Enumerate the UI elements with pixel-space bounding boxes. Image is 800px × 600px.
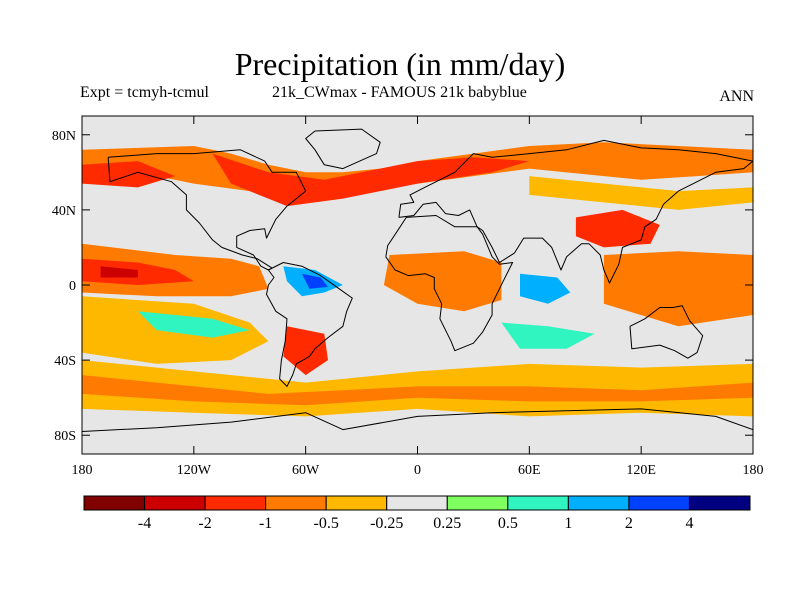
- colorbar-swatch: [325, 495, 388, 511]
- colorbar-label: -0.5: [314, 515, 339, 532]
- field-region-south-pacific-green: [137, 311, 250, 338]
- map-axes: 80N 40N 0 40S 80S 180 120W 60W 0 60E 120E 180: [52, 116, 764, 478]
- chart-title: Precipitation (in mm/day): [234, 46, 566, 82]
- colorbar-label: 0.5: [498, 515, 518, 532]
- colorbar-label: -1: [259, 515, 272, 532]
- coastline-north-america: [107, 149, 307, 271]
- lat-tick-label: 80N: [52, 129, 76, 144]
- lon-tick-label: 120W: [177, 463, 212, 478]
- field-region-amazon-core: [301, 273, 328, 289]
- coastline-south-america: [266, 262, 353, 387]
- lon-tick-label: 60E: [518, 463, 541, 478]
- colorbar-swatch: [144, 495, 206, 511]
- lon-tick-label: 180: [72, 463, 93, 478]
- field-region-indian-ocean-blue: [520, 273, 571, 304]
- colorbar-swatch: [567, 495, 630, 511]
- field-region-n-atlantic-storm: [212, 153, 530, 207]
- lon-tick-label: 120E: [626, 463, 656, 478]
- coastline-africa: [385, 215, 514, 352]
- field-region-warm-pool-orange: [603, 251, 753, 327]
- lat-tick-label: 0: [69, 279, 76, 294]
- field-region-n-pacific-storm: [82, 161, 176, 188]
- colorbar-swatch: [204, 495, 267, 511]
- coastline-eurasia: [398, 139, 753, 284]
- colorbar-swatch: [507, 495, 569, 511]
- coastline-greenland: [305, 128, 381, 170]
- lon-tick-label: 0: [414, 463, 421, 478]
- field-region-east-pacific-deep: [100, 266, 138, 278]
- colorbar-swatch: [628, 495, 690, 511]
- colorbar-label: -0.25: [370, 515, 403, 532]
- coastline-antarctica: [82, 408, 753, 432]
- precip-field: [82, 142, 753, 417]
- field-region-east-asia-red: [575, 209, 660, 248]
- colorbar-label: -2: [198, 515, 211, 532]
- lon-tick-label: 60W: [292, 463, 320, 478]
- field-region-indian-ocean-green: [501, 322, 595, 349]
- coastline-australia: [629, 305, 704, 359]
- lon-tick-label: 180: [743, 463, 764, 478]
- season-label: ANN: [719, 88, 754, 105]
- experiment-label: Expt = tcmyh-tcmul: [80, 84, 209, 101]
- comparison-label: 21k_CWmax - FAMOUS 21k babyblue: [272, 84, 527, 101]
- field-region-africa-orange: [383, 251, 502, 312]
- colorbar-swatch: [386, 495, 448, 511]
- colorbar-label: 4: [685, 515, 693, 532]
- colorbar-label: -4: [138, 515, 151, 532]
- colorbar-swatch: [446, 495, 509, 511]
- field-region-brazil-south: [283, 326, 328, 376]
- lat-tick-label: 40N: [52, 204, 76, 219]
- colorbar-swatch: [265, 495, 327, 511]
- colorbar: -4 -2 -1 -0.5 -0.25 0.25 0.5 1 2 4: [83, 495, 751, 532]
- colorbar-label: 0.25: [433, 515, 461, 532]
- colorbar-label: 2: [625, 515, 633, 532]
- colorbar-label: 1: [564, 515, 572, 532]
- colorbar-swatch: [83, 495, 146, 511]
- field-region-siberia-yellow: [529, 176, 753, 210]
- field-region-southern-ocean-orange: [82, 375, 753, 406]
- coastlines: [82, 128, 753, 432]
- colorbar-swatch: [688, 495, 751, 511]
- lat-tick-label: 80S: [54, 429, 76, 444]
- lat-tick-label: 40S: [54, 354, 76, 369]
